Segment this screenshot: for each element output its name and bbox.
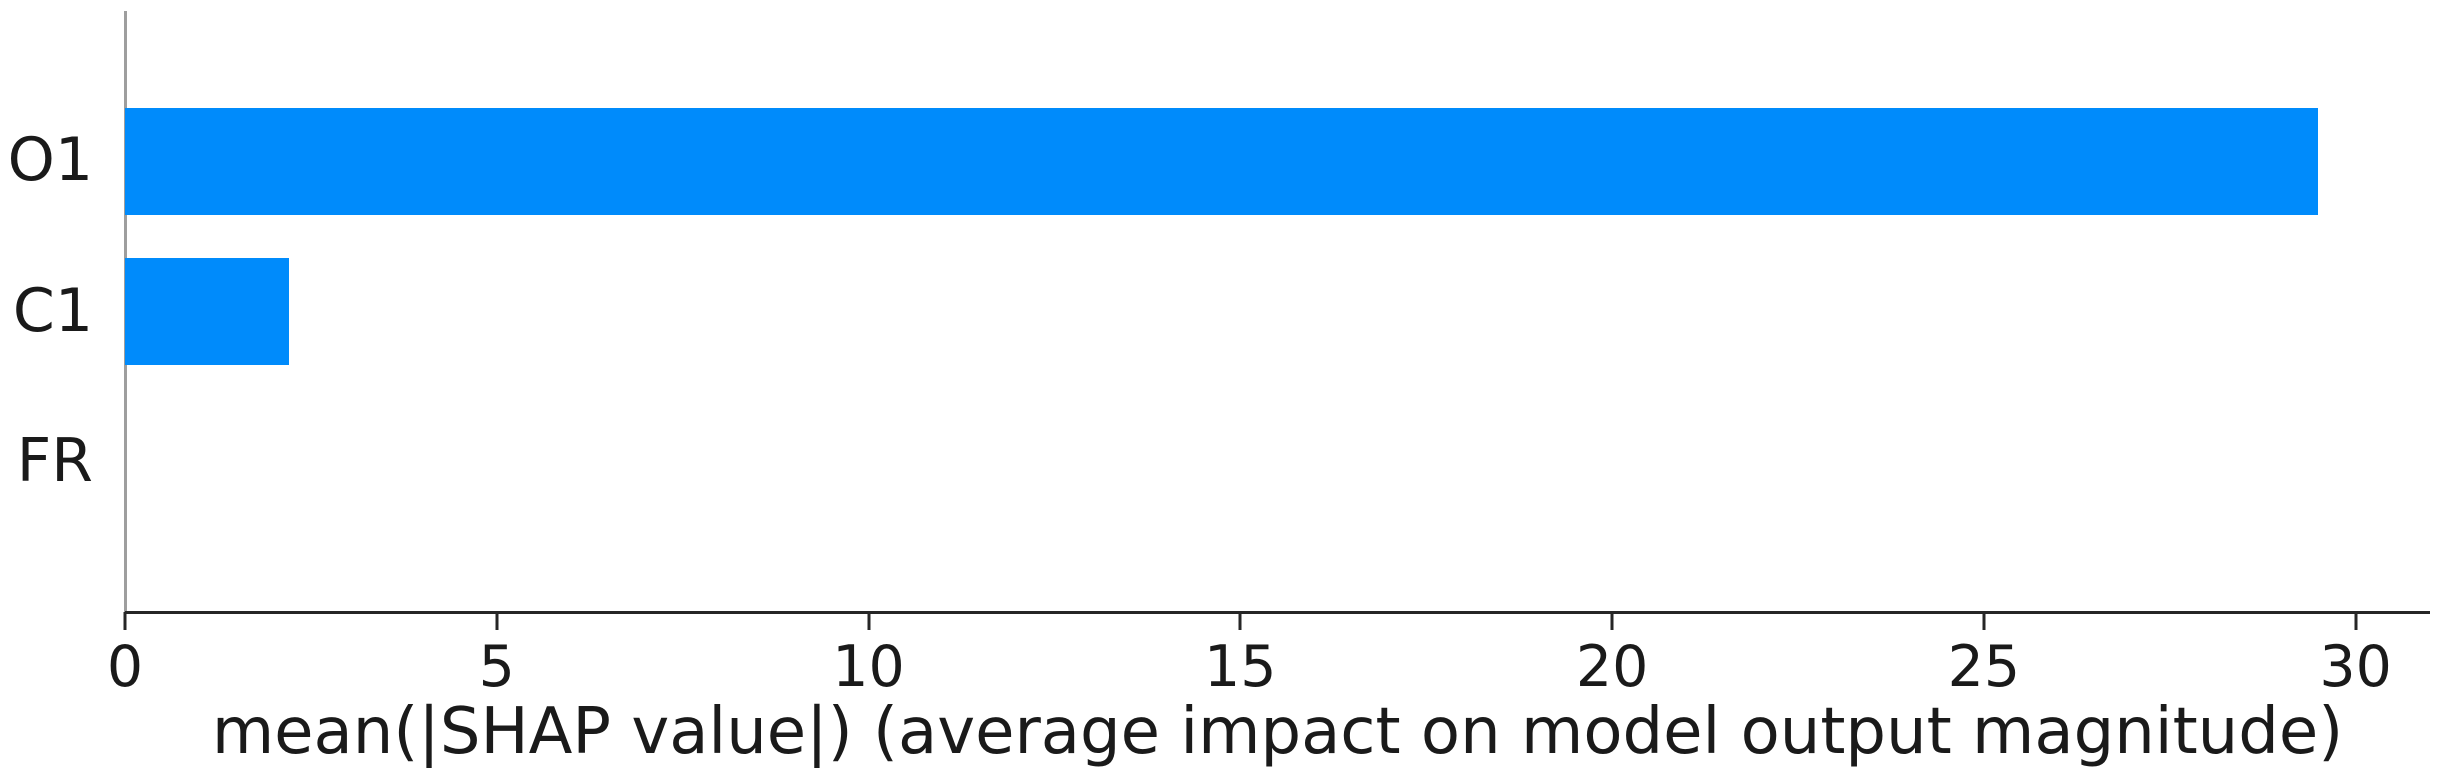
x-axis-label: mean(|SHAP value|) (average impact on mo… <box>211 695 2344 769</box>
x-tick-mark <box>867 612 871 630</box>
x-tick-label-10: 10 <box>832 634 905 700</box>
x-tick-mark <box>123 612 127 630</box>
x-axis <box>125 611 2430 614</box>
y-tick-label-fr: FR <box>16 425 93 496</box>
x-tick-label-20: 20 <box>1575 634 1649 700</box>
x-tick-mark <box>2354 612 2358 630</box>
x-tick-label-30: 30 <box>2319 634 2392 700</box>
y-tick-label-o1: O1 <box>7 125 93 196</box>
x-tick-mark <box>495 612 499 630</box>
x-tick-mark <box>1238 612 1242 630</box>
x-tick-label-25: 25 <box>1947 634 2021 700</box>
x-tick-label-5: 5 <box>478 634 515 700</box>
y-tick-label-c1: C1 <box>12 275 93 346</box>
plot-area: 0 5 10 15 20 25 30 <box>107 11 2430 698</box>
x-tick-mark <box>1610 612 1614 630</box>
bar-c1 <box>125 258 289 365</box>
x-tick-label-0: 0 <box>106 634 144 700</box>
bar-o1 <box>125 107 2319 215</box>
x-tick-mark <box>1982 612 1986 630</box>
y-axis-labels: O1 C1 FR <box>0 11 93 612</box>
x-tick-label-15: 15 <box>1204 634 1277 700</box>
